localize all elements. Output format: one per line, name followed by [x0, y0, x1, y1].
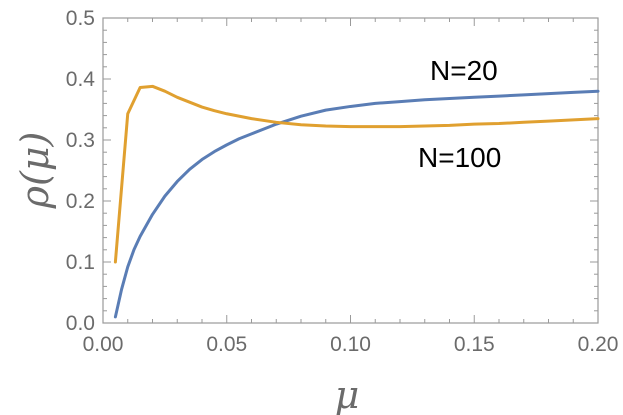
plot-area — [102, 17, 600, 324]
series-label-n20: N=20 — [430, 55, 498, 86]
series-line-n20 — [113, 89, 600, 319]
y-tick-label: 0.4 — [66, 68, 96, 91]
x-axis-tick-labels: 0.00 0.05 0.10 0.15 0.20 — [83, 333, 619, 356]
x-tick-label: 0.10 — [330, 333, 371, 356]
y-tick-label: 0.3 — [66, 129, 95, 152]
x-tick-label: 0.00 — [83, 333, 124, 356]
series-line-n100 — [113, 84, 600, 264]
y-axis-title: ρ(μ) — [13, 132, 57, 210]
x-tick-label: 0.20 — [578, 333, 619, 356]
y-tick-label: 0.0 — [66, 312, 95, 335]
x-tick-label: 0.05 — [206, 333, 247, 356]
series-layer — [113, 84, 600, 319]
x-axis-title: μ — [335, 373, 360, 415]
y-tick-label: 0.5 — [66, 7, 95, 30]
y-axis-tick-labels: 0.0 0.1 0.2 0.3 0.4 0.5 — [66, 7, 96, 335]
x-axis-ticks — [102, 18, 599, 323]
y-axis-ticks — [103, 17, 598, 324]
y-tick-label: 0.2 — [66, 190, 95, 213]
x-tick-label: 0.15 — [454, 333, 495, 356]
y-tick-label: 0.1 — [66, 251, 95, 274]
series-label-n100: N=100 — [418, 142, 501, 173]
